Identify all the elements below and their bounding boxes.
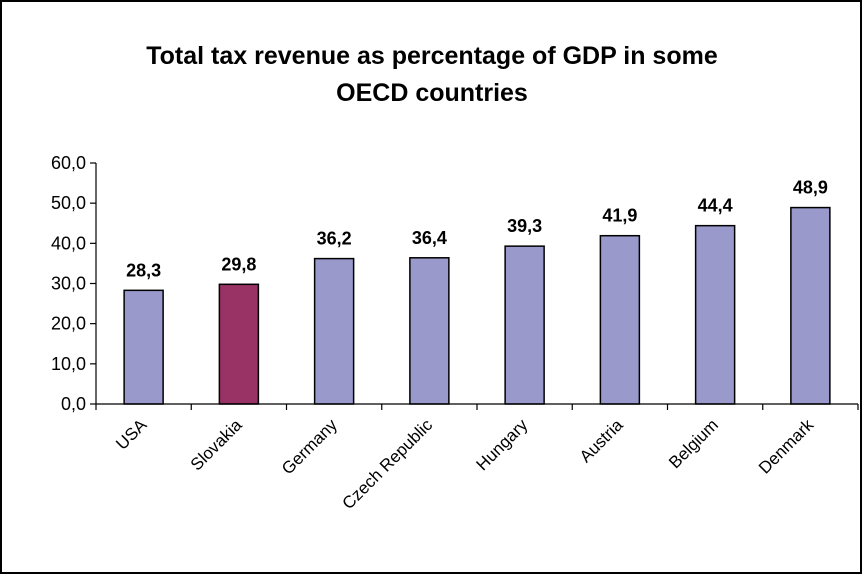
x-tick-label: Austria (576, 415, 627, 466)
y-tick-label: 40,0 (51, 233, 86, 253)
bar (313, 257, 355, 405)
x-tick-label: Slovakia (187, 415, 246, 474)
x-tick-label: Denmark (755, 415, 818, 478)
bar (504, 245, 545, 405)
data-label: 28,3 (126, 260, 161, 280)
bar (409, 257, 450, 405)
bar (218, 283, 260, 405)
y-tick-label: 60,0 (51, 153, 86, 173)
bar (123, 289, 164, 405)
x-tick-label: Hungary (473, 415, 532, 474)
data-label: 44,4 (698, 196, 733, 216)
data-label: 48,9 (793, 178, 828, 198)
bar (599, 234, 641, 405)
y-tick-label: 20,0 (51, 314, 86, 334)
data-label: 39,3 (507, 216, 542, 236)
y-tick-label: 50,0 (51, 193, 86, 213)
y-tick-label: 0,0 (61, 394, 86, 414)
data-label: 29,8 (221, 254, 256, 274)
data-label: 36,4 (412, 228, 447, 248)
data-label: 41,9 (602, 206, 637, 226)
x-tick-label: Czech Republic (339, 415, 437, 513)
x-tick-label: Germany (278, 415, 341, 478)
y-tick-label: 10,0 (51, 354, 86, 374)
data-label: 36,2 (317, 229, 352, 249)
chart-title: Total tax revenue as percentage of GDP i… (146, 42, 718, 107)
x-tick-label: Belgium (665, 415, 722, 472)
bar (694, 224, 736, 405)
bar (790, 206, 831, 405)
x-tick-label: USA (112, 415, 151, 454)
y-tick-label: 30,0 (51, 274, 86, 294)
